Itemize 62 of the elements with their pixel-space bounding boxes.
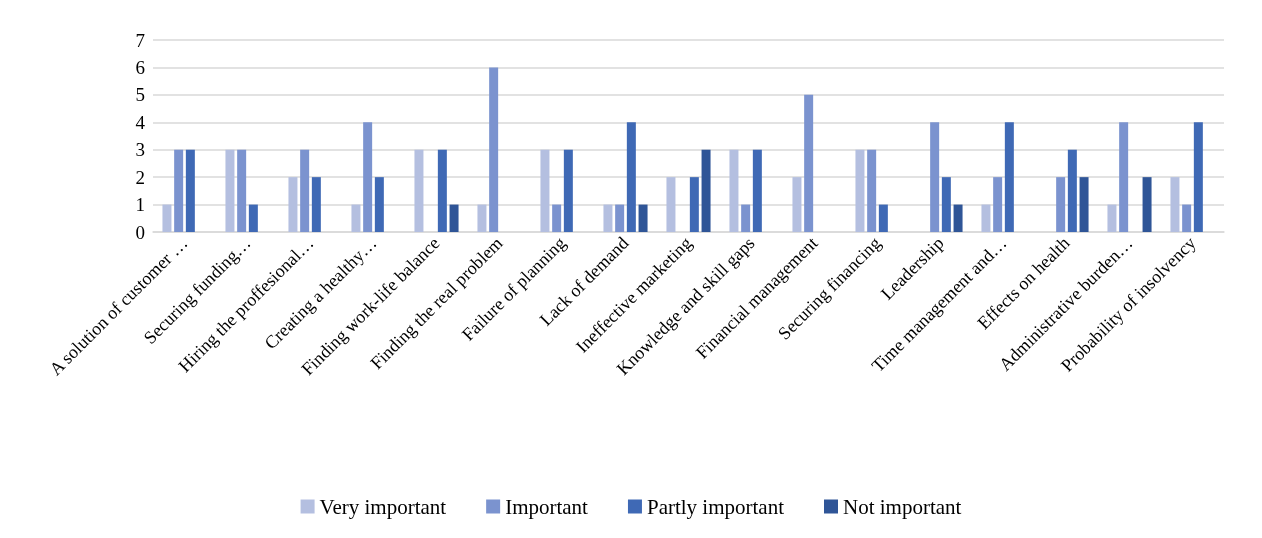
bar [953,204,963,232]
bar [930,122,940,232]
y-tick-label: 3 [135,139,145,161]
bar [792,177,802,232]
bar [1079,177,1089,232]
bar [563,149,573,232]
bar [701,149,711,232]
bar [288,177,298,232]
bar [351,204,361,232]
bar [437,149,447,232]
bar [615,204,625,232]
bar [804,94,814,232]
y-tick-label: 0 [135,221,145,243]
y-tick-label: 6 [135,56,145,78]
bar [1142,177,1152,232]
bar [666,177,676,232]
bar [1119,122,1129,232]
bar [981,204,991,232]
bar [752,149,762,232]
bar [729,149,739,232]
bar [311,177,321,232]
y-tick-label: 2 [135,166,145,188]
bar [237,149,247,232]
bar [867,149,877,232]
bar [1004,122,1014,232]
bar [878,204,888,232]
bar [638,204,648,232]
y-tick-label: 7 [135,29,145,51]
legend-label: Partly important [646,494,785,519]
bar [225,149,235,232]
bar [374,177,384,232]
bar [1056,177,1066,232]
bar [414,149,424,232]
legend-label: Very important [319,494,447,519]
bar [363,122,373,232]
bar [941,177,951,232]
bar [993,177,1003,232]
y-tick-label: 1 [135,194,145,216]
bar [603,204,613,232]
bar [248,204,258,232]
bar [1170,177,1180,232]
bar [855,149,865,232]
bar [1067,149,1077,232]
bar [449,204,459,232]
bar [300,149,310,232]
y-tick-label: 4 [135,111,146,133]
bar [741,204,751,232]
bar [1182,204,1192,232]
bar [489,67,499,232]
legend-label: Not important [843,494,962,519]
bar [1193,122,1203,232]
bar [174,149,184,232]
legend-label: Important [505,494,589,519]
bar [626,122,636,232]
bar [162,204,172,232]
y-tick-label: 5 [135,84,145,106]
bar [689,177,699,232]
bar [1107,204,1117,232]
bar [540,149,550,232]
bar [477,204,487,232]
bar [552,204,562,232]
bar [185,149,195,232]
